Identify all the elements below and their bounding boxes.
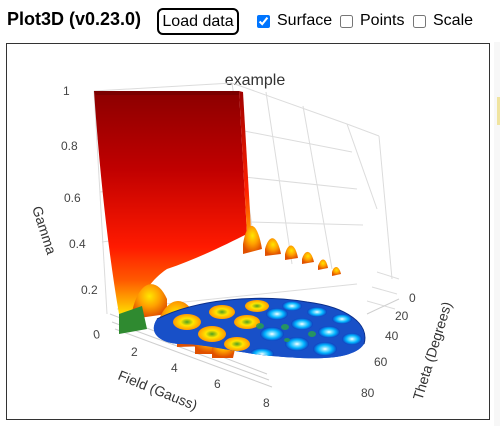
toolbar: Plot3D (v0.23.0) Load data Surface Point… [0,0,500,42]
points-label: Points [360,12,405,29]
points-option[interactable]: Points [340,11,404,31]
gamma-wall-side [239,91,251,234]
y-tick-20: 20 [395,309,409,323]
x-tick-8: 8 [263,396,270,410]
y-tick-60: 60 [374,355,388,369]
z-tick-1: 1 [63,84,70,98]
gamma-wall-top [94,91,239,95]
x-tick-0: 0 [92,327,101,342]
z-axis: 1 0.8 0.6 0.4 0.2 Gamma [29,84,98,297]
y-tick-40: 40 [385,329,399,343]
y-axis-label: Theta (Degrees) [410,300,455,402]
gamma-wall [94,91,247,314]
edge-marker [497,97,500,125]
points-checkbox[interactable] [340,14,353,28]
scale-checkbox[interactable] [413,14,426,28]
scale-label: Scale [433,12,474,29]
x-axis-label: Field (Gauss) [116,367,200,413]
z-tick-0.4: 0.4 [69,237,86,251]
scale-option[interactable]: Scale [413,11,473,31]
surface-checkbox[interactable] [257,14,270,28]
x-tick-4: 4 [171,361,178,375]
y-tick-80: 80 [361,386,375,400]
surface-label: Surface [277,12,333,29]
y-tick-0: 0 [409,291,416,305]
z-tick-0.8: 0.8 [61,139,78,153]
z-tick-0.6: 0.6 [64,191,81,205]
chart-title: example [225,72,286,89]
app-title: Plot3D (v0.23.0) [7,9,142,29]
surface-option[interactable]: Surface [257,11,332,31]
y-axis: 0 20 40 60 80 Theta (Degrees) [361,291,455,402]
x-tick-2: 2 [131,345,138,359]
load-data-button[interactable]: Load data [157,8,239,35]
z-axis-label: Gamma [29,204,60,256]
z-tick-0.2: 0.2 [81,283,98,297]
window-edge [494,42,500,426]
surface-disk [153,297,366,359]
x-tick-6: 6 [214,377,221,391]
plot-area[interactable]: example [6,43,490,420]
back-ripples [243,225,341,276]
plot-3d[interactable]: example [7,44,489,419]
